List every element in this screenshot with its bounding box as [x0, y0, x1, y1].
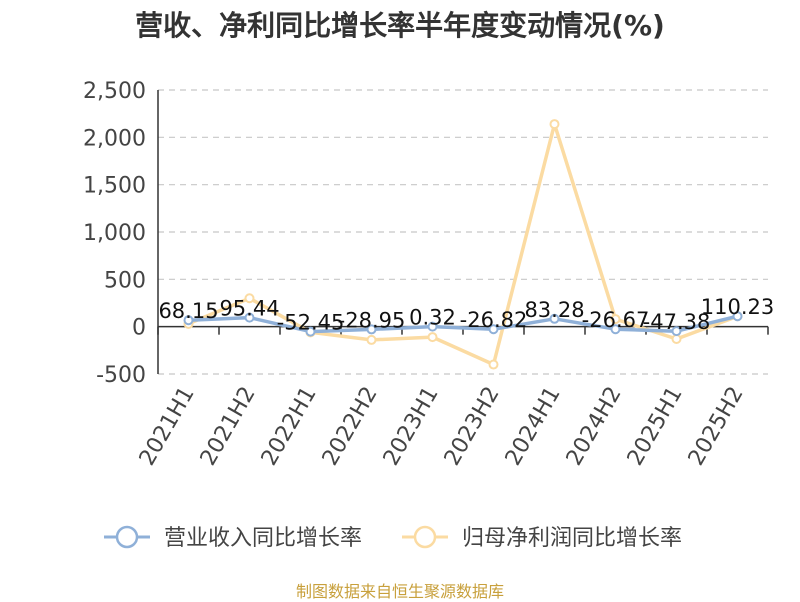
data-point-net-profit	[671, 333, 682, 344]
data-label: 0.32	[409, 306, 456, 330]
x-category-label: 2021H1	[135, 383, 200, 470]
y-tick-label: 2,500	[83, 79, 146, 104]
x-category-label: 2025H1	[623, 383, 688, 470]
data-point-net-profit	[549, 119, 560, 130]
data-point-revenue	[183, 315, 194, 326]
source-note: 制图数据来自恒生聚源数据库	[295, 582, 504, 601]
data-label: -47.38	[643, 310, 711, 334]
legend-swatch-marker	[413, 525, 437, 549]
x-category-label: 2021H2	[196, 383, 261, 470]
x-category-label: 2024H2	[562, 383, 627, 470]
data-point-net-profit	[488, 359, 499, 370]
y-tick-label: -500	[96, 363, 146, 388]
data-label: -28.95	[338, 308, 406, 332]
data-point-revenue	[549, 313, 560, 324]
y-tick-label: 2,000	[83, 126, 146, 151]
y-tick-label: 1,500	[83, 174, 146, 199]
data-point-revenue	[610, 324, 621, 335]
x-category-label: 2023H2	[440, 383, 505, 470]
data-label: -52.45	[277, 311, 345, 335]
x-category-label: 2022H2	[318, 383, 383, 470]
data-point-revenue	[671, 326, 682, 337]
x-category-label: 2024H1	[501, 383, 566, 470]
legend-item-net-profit: 归母净利润同比增长率	[462, 526, 682, 551]
y-tick-label: 500	[104, 268, 146, 293]
data-label: 95.44	[219, 297, 279, 321]
data-point-revenue	[488, 324, 499, 335]
chart-title: 营收、净利同比增长率半年度变动情况(%)	[135, 9, 665, 42]
data-point-net-profit	[366, 334, 377, 345]
data-point-revenue	[366, 324, 377, 335]
y-tick-label: 1,000	[83, 221, 146, 246]
x-category-label: 2023H1	[379, 383, 444, 470]
series-line-revenue	[188, 314, 738, 334]
data-label: -26.67	[582, 308, 650, 332]
data-label: 110.23	[701, 295, 774, 319]
data-point-revenue	[305, 326, 316, 337]
legend-swatch-marker	[115, 525, 139, 549]
data-label: 68.15	[158, 299, 218, 323]
y-tick-label: 0	[132, 316, 146, 341]
data-point-net-profit	[427, 332, 438, 343]
data-label: -26.82	[460, 308, 528, 332]
legend-item-revenue: 营业收入同比增长率	[164, 526, 362, 551]
data-point-net-profit	[610, 314, 621, 325]
data-point-revenue	[732, 311, 743, 322]
data-point-revenue	[244, 312, 255, 323]
data-point-revenue	[427, 321, 438, 332]
x-category-label: 2022H1	[257, 383, 322, 470]
x-category-label: 2025H2	[684, 383, 749, 470]
data-point-net-profit	[244, 293, 255, 304]
data-label: 83.28	[524, 298, 584, 322]
